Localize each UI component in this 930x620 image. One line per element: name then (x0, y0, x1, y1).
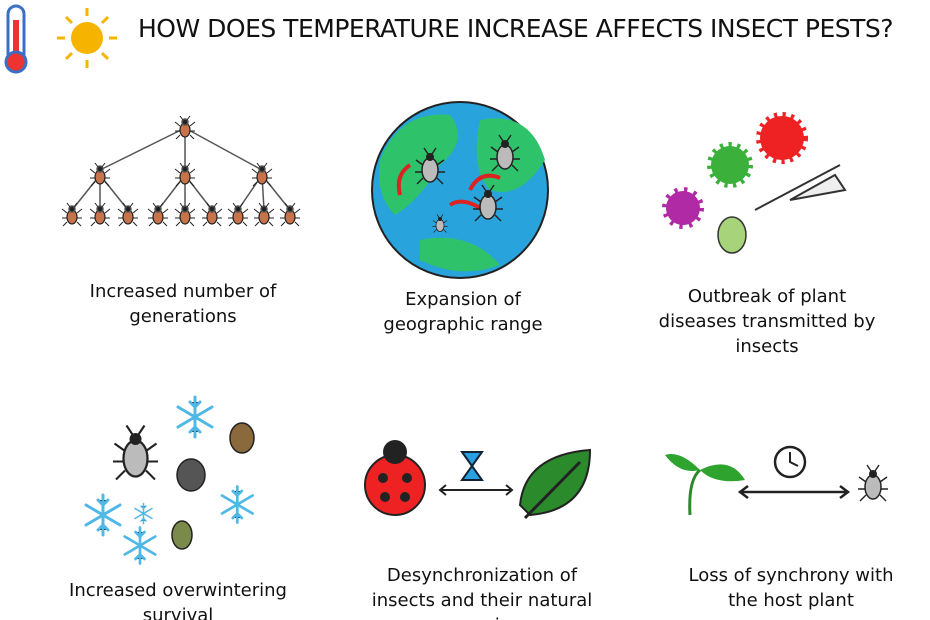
generations-tree (61, 115, 301, 227)
pathogens (662, 112, 847, 254)
sun-icon (57, 8, 117, 68)
caption: Expansion of geographic range (383, 289, 543, 335)
caption: Increased number of generations (89, 281, 277, 327)
caption: Loss of synchrony with the host plant (688, 565, 894, 611)
caption: Desynchronization of insects and their n… (371, 565, 593, 620)
host-plant-scene (665, 445, 889, 516)
overwintering-scene (84, 395, 255, 565)
thermometer-icon (4, 4, 28, 74)
globe (371, 101, 549, 279)
natural-enemies-scene (364, 440, 592, 520)
caption: Outbreak of plant diseases transmitted b… (658, 286, 876, 357)
caption: Increased overwintering survival (69, 580, 287, 620)
title: HOW DOES TEMPERATURE INCREASE AFFECTS IN… (138, 14, 894, 43)
